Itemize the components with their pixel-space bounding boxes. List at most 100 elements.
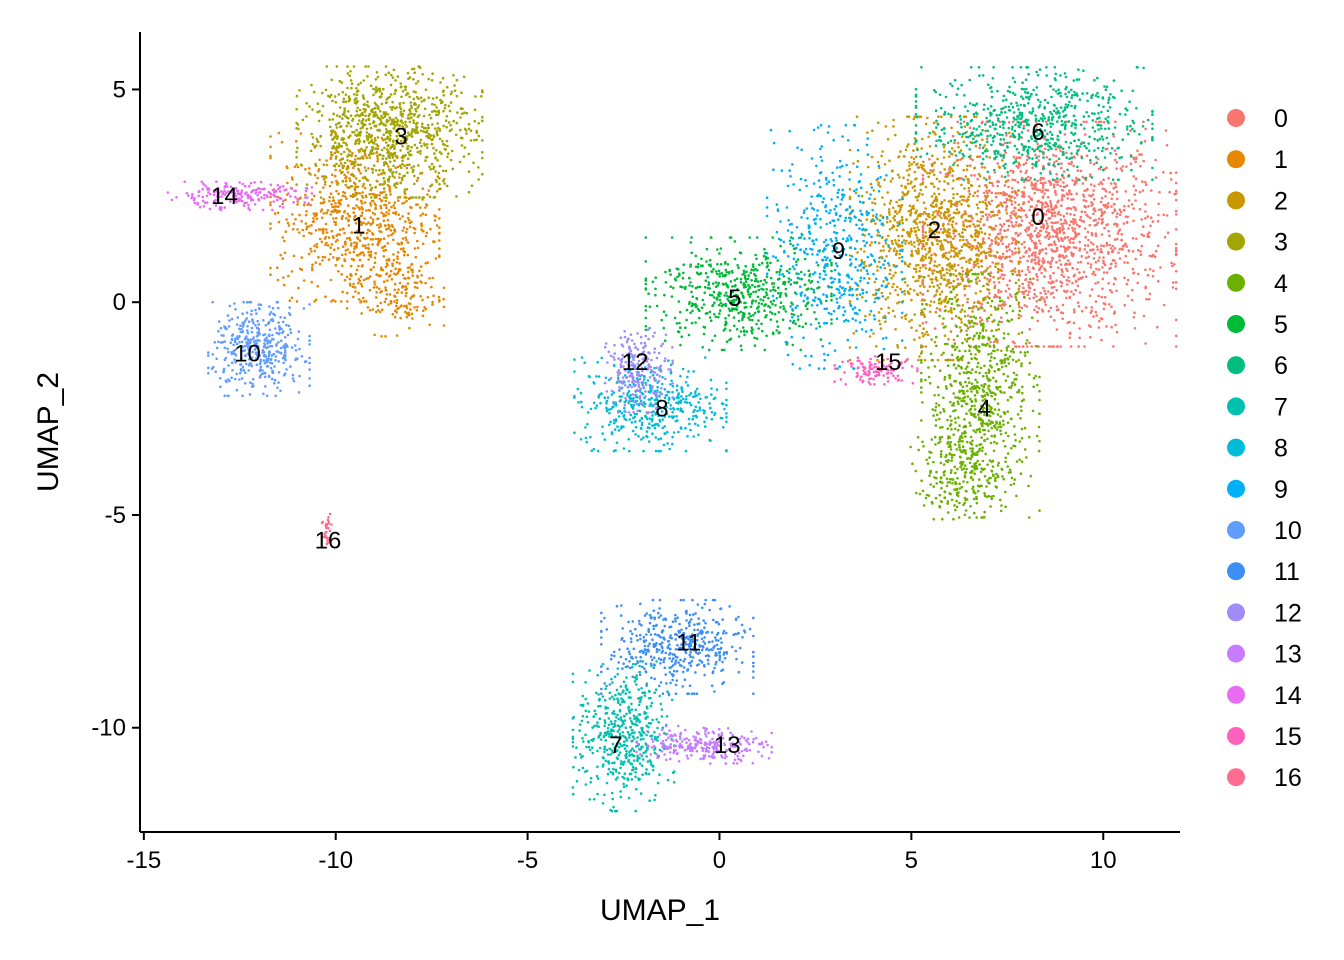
data-point — [958, 349, 961, 353]
data-point — [467, 170, 471, 173]
data-point — [1089, 335, 1092, 339]
data-point — [1030, 345, 1033, 348]
data-point — [982, 191, 986, 195]
data-point — [1050, 211, 1053, 214]
data-point — [944, 210, 947, 214]
data-point — [1013, 425, 1016, 428]
data-point — [980, 251, 983, 254]
data-point — [438, 177, 441, 180]
data-point — [958, 200, 961, 203]
data-point — [438, 232, 441, 235]
data-point — [434, 257, 438, 260]
data-point — [967, 258, 970, 262]
data-point — [1010, 384, 1014, 387]
data-point — [848, 358, 852, 362]
data-point — [971, 310, 974, 313]
data-point — [918, 220, 922, 224]
data-point — [963, 310, 967, 313]
data-point — [937, 187, 940, 190]
data-point — [966, 241, 970, 244]
data-point — [912, 289, 916, 292]
data-point — [987, 213, 991, 216]
data-point — [909, 211, 913, 215]
data-point — [440, 152, 443, 155]
data-point — [949, 471, 953, 475]
data-point — [410, 116, 413, 119]
data-point — [390, 73, 393, 77]
data-point — [950, 317, 954, 320]
data-point — [443, 182, 446, 185]
data-point — [1121, 245, 1125, 248]
data-point — [898, 198, 901, 202]
data-point — [1092, 270, 1095, 274]
data-point — [405, 312, 409, 315]
data-point — [1060, 236, 1063, 240]
data-point — [930, 281, 934, 284]
data-point — [337, 121, 340, 125]
data-point — [461, 136, 464, 140]
data-point — [1037, 222, 1040, 225]
data-point — [1059, 213, 1062, 217]
data-point — [935, 265, 939, 268]
data-point — [987, 404, 991, 407]
data-point — [1136, 281, 1139, 285]
data-point — [1086, 262, 1090, 265]
data-point — [1025, 158, 1029, 162]
data-point — [319, 228, 323, 231]
data-point — [1036, 383, 1039, 387]
data-point — [948, 155, 951, 158]
data-point — [1004, 208, 1008, 212]
data-point — [926, 223, 929, 227]
data-point — [978, 301, 982, 305]
data-point — [1053, 211, 1057, 214]
data-point — [334, 221, 338, 224]
data-point — [963, 287, 966, 291]
data-point — [396, 196, 400, 199]
data-point — [1044, 247, 1048, 250]
data-point — [374, 296, 378, 299]
data-point — [1066, 283, 1069, 286]
data-point — [426, 296, 430, 299]
data-point — [354, 185, 358, 188]
data-point — [269, 154, 272, 158]
data-point — [1074, 206, 1077, 210]
data-point — [434, 170, 437, 173]
data-point — [878, 260, 881, 264]
data-point — [892, 282, 895, 286]
data-point — [1109, 182, 1113, 185]
data-point — [352, 282, 355, 286]
data-point — [269, 222, 272, 225]
data-point — [406, 145, 410, 148]
data-point — [1019, 156, 1022, 159]
data-point — [444, 119, 448, 122]
data-point — [1028, 270, 1031, 274]
data-point — [414, 108, 417, 111]
data-point — [969, 325, 972, 329]
data-point — [1122, 208, 1126, 212]
data-point — [341, 214, 345, 218]
data-point — [881, 150, 884, 153]
data-point — [884, 320, 887, 324]
data-point — [984, 452, 987, 456]
data-point — [368, 288, 372, 292]
data-point — [1111, 193, 1114, 196]
data-point — [995, 442, 999, 445]
data-point — [907, 190, 910, 193]
data-point — [997, 323, 1000, 327]
data-point — [1059, 178, 1062, 181]
data-point — [978, 279, 981, 283]
data-point — [956, 131, 960, 134]
data-point — [1059, 263, 1063, 266]
data-point — [1028, 208, 1031, 212]
data-point — [1089, 183, 1093, 186]
data-point — [429, 116, 433, 120]
data-point — [1148, 292, 1152, 296]
data-point — [985, 204, 989, 208]
data-point — [1029, 277, 1032, 281]
data-point — [910, 249, 914, 253]
data-point — [974, 353, 977, 356]
data-point — [374, 88, 378, 91]
data-point — [952, 433, 955, 437]
data-point — [1107, 176, 1110, 180]
data-point — [1021, 385, 1024, 389]
